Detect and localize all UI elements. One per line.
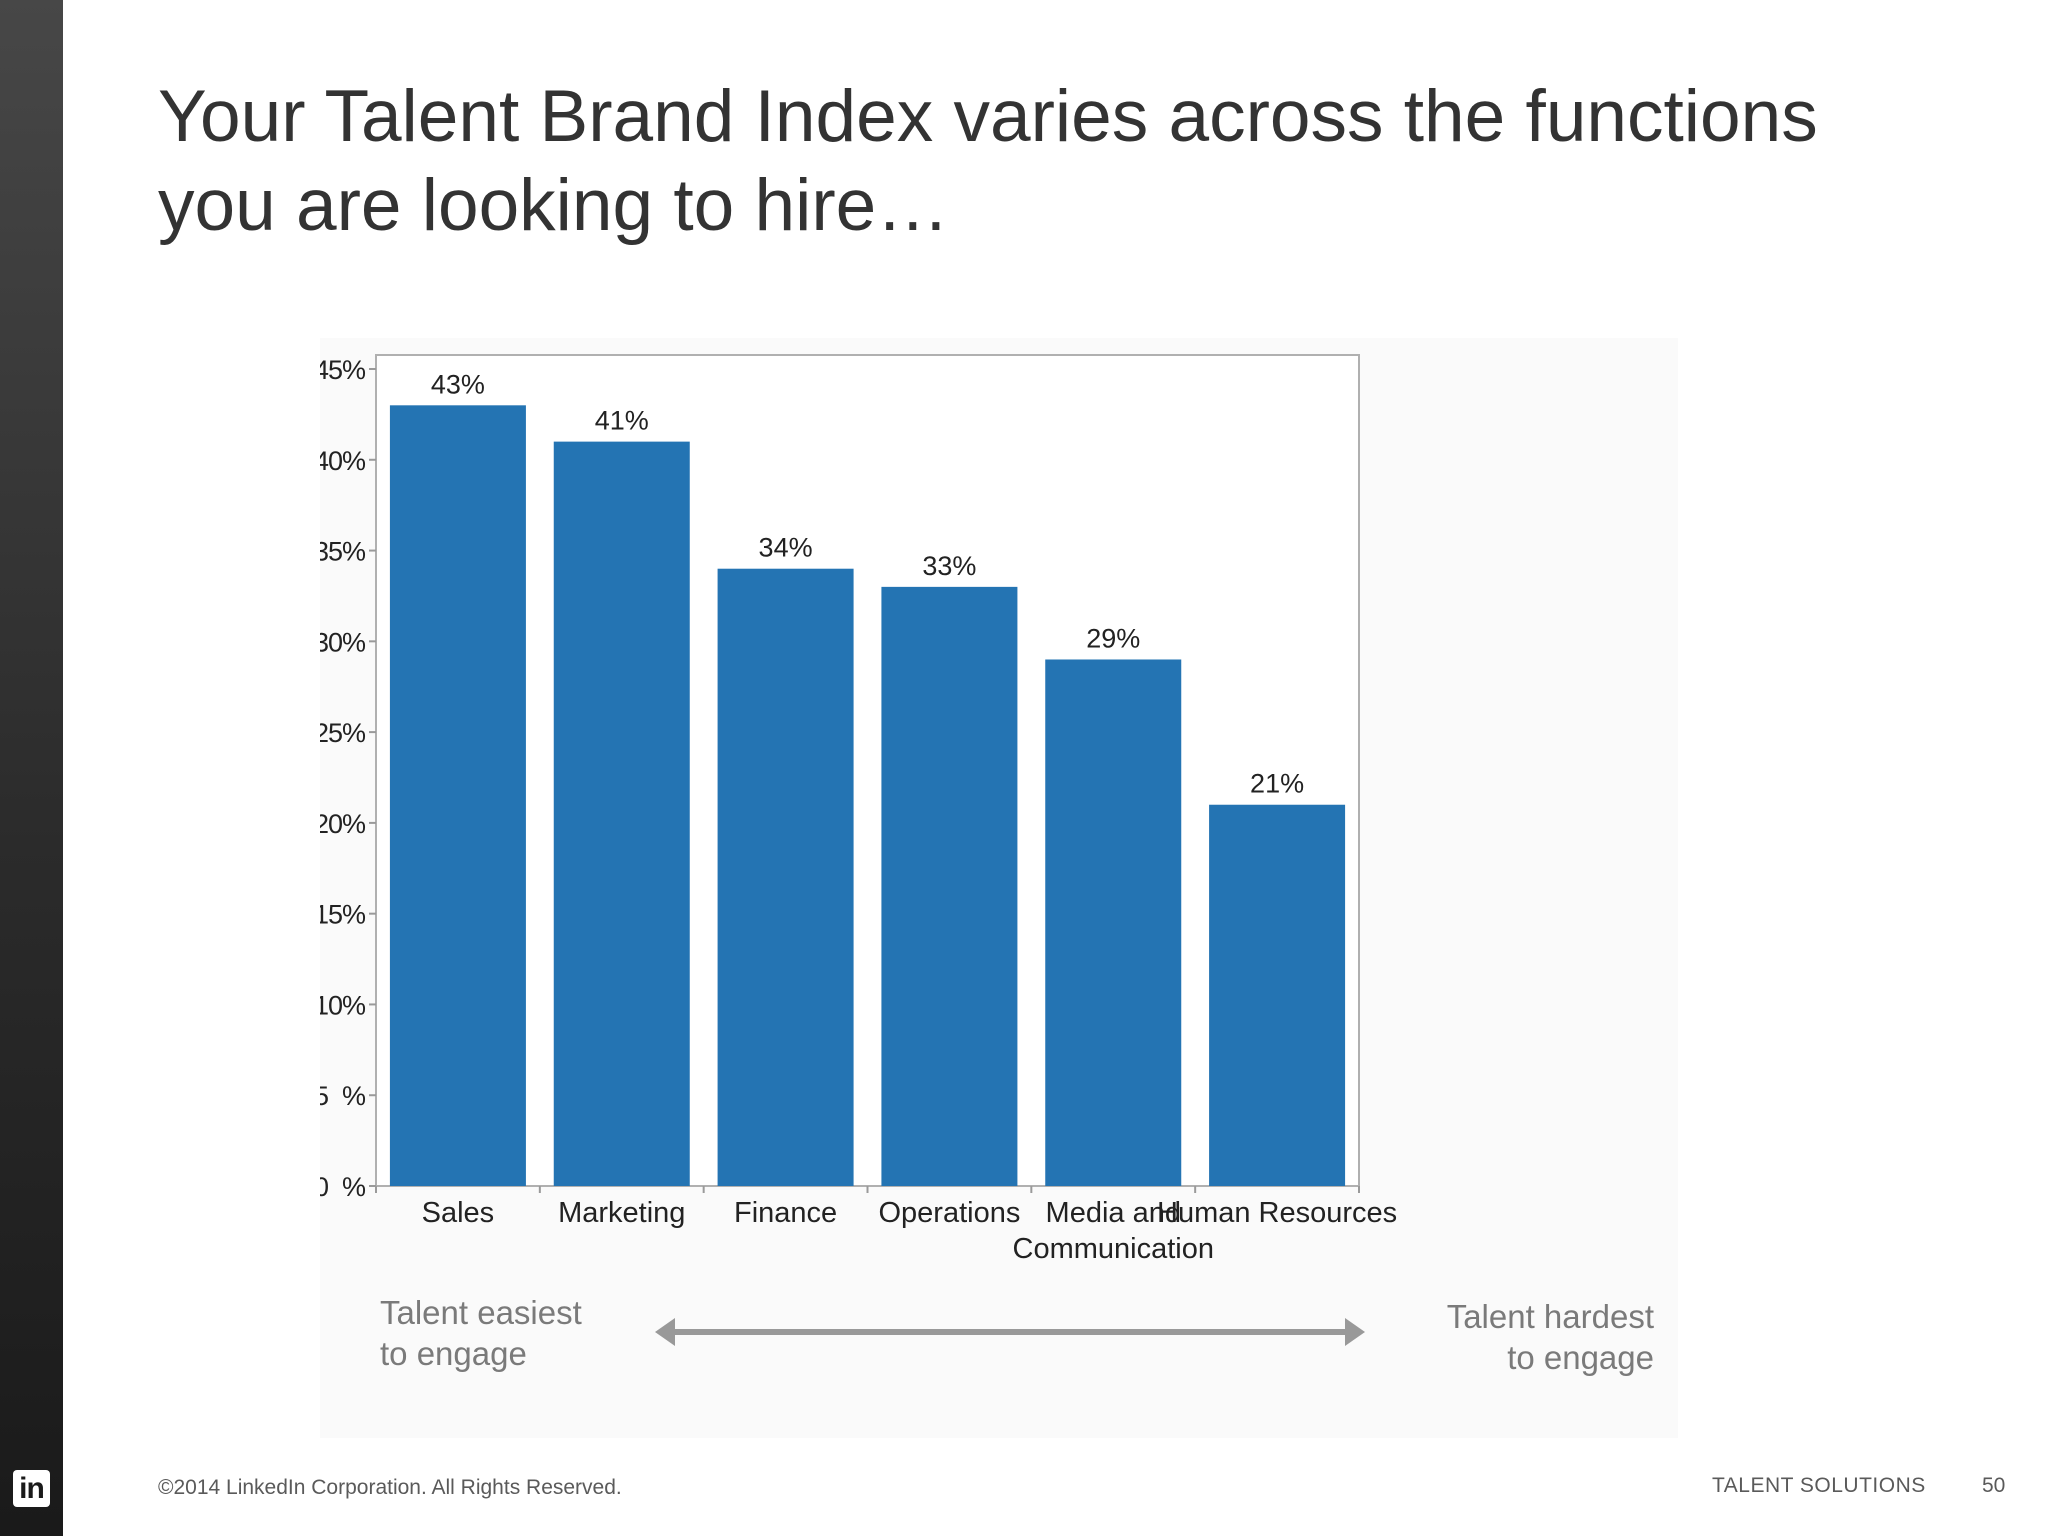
y-tick-label: 10% <box>320 990 366 1020</box>
y-tick-label: 25% <box>320 718 366 748</box>
y-tick-label: 45% <box>320 355 366 385</box>
data-label: 43% <box>431 369 485 399</box>
caption-hardest-line-1: Talent hardest <box>1446 1298 1654 1335</box>
y-tick-label: 5% <box>320 1081 366 1111</box>
bar <box>717 568 854 1186</box>
caption-hardest: Talent hardest to engage <box>1400 1296 1654 1378</box>
sidebar-strip: in <box>0 0 63 1536</box>
caption-easiest-line-2: to engage <box>380 1335 527 1372</box>
chart-panel: 0%5%10%15%20%25%30%35%40%45%Talent Brand… <box>320 338 1678 1438</box>
footer-brand: TALENT SOLUTIONS <box>1712 1474 1926 1497</box>
caption-easiest: Talent easiest to engage <box>380 1292 582 1374</box>
data-label: 41% <box>595 406 649 436</box>
y-tick-label: 40% <box>320 446 366 476</box>
bar <box>389 405 526 1186</box>
data-label: 21% <box>1250 769 1304 799</box>
double-headed-arrow-icon <box>655 1318 1365 1346</box>
x-tick-label: Human Resources <box>1157 1197 1397 1229</box>
data-label: 29% <box>1086 623 1140 653</box>
x-tick-label: Communication <box>1013 1233 1214 1265</box>
y-tick-label: 15% <box>320 900 366 930</box>
x-tick-label: Marketing <box>558 1197 685 1229</box>
bar <box>553 441 690 1187</box>
x-tick-label: Media and <box>1046 1197 1181 1229</box>
data-label: 34% <box>759 533 813 563</box>
data-label: 33% <box>922 551 976 581</box>
linkedin-logo-icon: in <box>13 1470 50 1507</box>
x-tick-label: Operations <box>878 1197 1020 1229</box>
page-number: 50 <box>1982 1474 2006 1497</box>
x-tick-label: Finance <box>734 1197 837 1229</box>
bar <box>1045 659 1182 1186</box>
slide-title: Your Talent Brand Index varies across th… <box>158 76 1818 246</box>
caption-hardest-line-2: to engage <box>1507 1339 1654 1376</box>
bar <box>881 586 1018 1186</box>
y-tick-label: 30% <box>320 627 366 657</box>
x-tick-label: Sales <box>422 1197 495 1229</box>
footer-copyright: ©2014 LinkedIn Corporation. All Rights R… <box>158 1476 622 1499</box>
y-tick-label: 35% <box>320 537 366 567</box>
y-tick-label: 20% <box>320 809 366 839</box>
plot-area <box>375 354 1360 1187</box>
y-tick-label: 0% <box>320 1172 366 1202</box>
bar <box>1209 804 1346 1186</box>
bar-chart: 0%5%10%15%20%25%30%35%40%45%Talent Brand… <box>320 354 1397 1265</box>
caption-easiest-line-1: Talent easiest <box>380 1294 582 1331</box>
